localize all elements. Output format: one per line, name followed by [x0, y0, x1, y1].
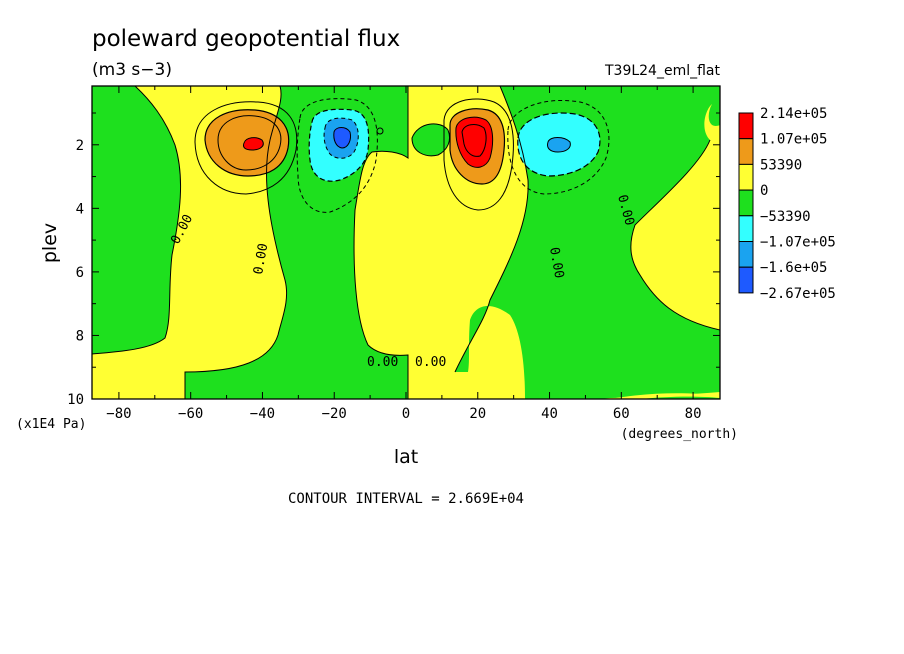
region-equator-blob: [412, 123, 450, 156]
x-tick-label: 20: [469, 406, 486, 422]
legend-swatch: [738, 189, 754, 217]
run-label: T39L24_eml_flat: [604, 63, 721, 79]
x-tick-label: −80: [106, 406, 131, 422]
x-tick-label: 80: [685, 406, 702, 422]
x-axis-units: (degrees_north): [621, 427, 738, 442]
legend-swatch: [738, 163, 754, 191]
x-axis: −80 −60 −40 −20 0 20 40 60 80: [106, 86, 702, 422]
contour-interval-note: CONTOUR INTERVAL = 2.669E+04: [288, 491, 524, 507]
x-tick-label: 60: [613, 406, 630, 422]
x-tick-label: 0: [402, 406, 410, 422]
x-tick-label: −40: [250, 406, 275, 422]
legend-label: 0: [760, 183, 768, 199]
legend-swatch: [738, 112, 754, 140]
legend-label: 1.07e+05: [760, 132, 827, 148]
legend-swatch: [738, 138, 754, 165]
legend-label: −1.07e+05: [760, 235, 836, 251]
legend-label: −2.67e+05: [760, 286, 836, 302]
chart-title: poleward geopotential flux: [92, 26, 400, 52]
region-south-polar-negative: [92, 86, 181, 354]
legend-swatch: [738, 241, 754, 268]
legend-label: 2.14e+05: [760, 106, 827, 122]
contour-field: [92, 86, 720, 399]
contour-label: 0.00: [546, 246, 566, 279]
x-tick-label: 40: [541, 406, 558, 422]
y-tick-label: 10: [67, 392, 84, 408]
y-axis-units: (x1E4 Pa): [16, 417, 86, 432]
y-tick-label: 6: [76, 265, 84, 281]
legend-label: −53390: [760, 209, 811, 225]
legend-swatch: [738, 215, 754, 243]
region-nh-midlat-negative: [455, 86, 720, 399]
y-tick-label: 4: [76, 201, 84, 217]
chart-units: (m3 s−3): [92, 60, 172, 80]
contour-label: 0.00: [415, 355, 446, 370]
legend-swatch: [738, 266, 754, 294]
y-tick-label: 8: [76, 328, 84, 344]
legend-label: −1.6e+05: [760, 260, 827, 276]
x-tick-label: −60: [178, 406, 203, 422]
x-tick-label: −20: [322, 406, 347, 422]
y-axis: 2 4 6 8 10: [67, 112, 720, 408]
x-axis-title: lat: [394, 446, 418, 468]
y-axis-title: plev: [39, 223, 61, 263]
contour-label: 0.00: [367, 355, 398, 370]
color-legend: 2.14e+05 1.07e+05 53390 0 −53390 −1.07e+05 −1.…: [738, 106, 836, 302]
contour-label: 0.00: [251, 242, 271, 275]
legend-label: 53390: [760, 157, 802, 173]
y-tick-label: 2: [76, 138, 84, 154]
